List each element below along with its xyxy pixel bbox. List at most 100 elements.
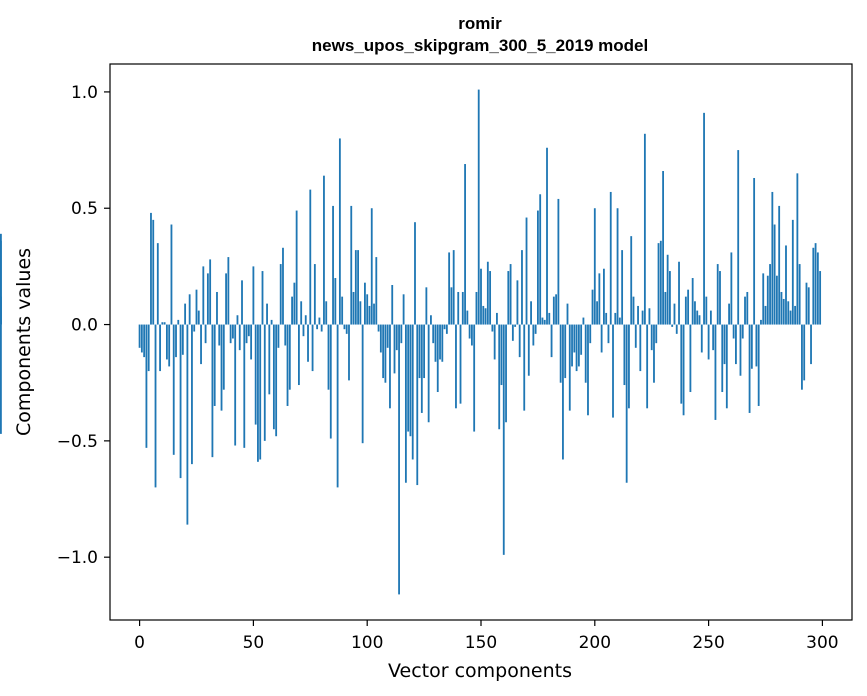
y-axis: −1.0 −0.5 0.0 0.5 1.0 [57,83,110,568]
bar [814,243,817,325]
bar [648,308,651,325]
bar [393,324,396,374]
bar [202,266,205,325]
bar [332,205,334,325]
bar [291,296,293,325]
bar [805,282,808,325]
bar [177,319,180,325]
bar [172,324,175,455]
bar [787,301,790,325]
bar [138,324,141,348]
x-axis-label: Vector components [388,660,572,682]
bar [516,280,519,325]
bar [165,324,168,360]
bar [568,324,571,411]
bar [348,324,350,381]
bar [227,257,230,325]
bar [771,191,774,325]
bar [204,324,207,344]
bar [482,305,485,325]
bar [473,324,476,432]
bar [455,324,457,409]
bar [216,291,218,325]
bar [536,210,539,325]
bar [154,324,157,488]
bar [618,317,621,325]
bar [197,310,200,325]
bar [179,324,182,479]
bar [744,296,746,325]
bar [156,243,159,325]
bar [152,219,155,325]
bar [732,324,735,339]
bar [181,324,184,355]
bar [316,324,319,330]
bar [714,324,717,420]
bar [523,324,526,411]
bar [407,324,410,432]
bar [366,294,369,325]
bar [147,324,150,372]
bar [746,291,749,325]
bar [703,112,705,325]
bar [514,324,517,327]
bar [632,296,635,325]
bar [268,324,271,395]
bar [434,324,437,362]
bar [532,324,535,346]
bar [382,324,385,379]
bar [234,324,237,446]
bar [669,271,671,325]
bar [236,315,239,325]
x-tick-label: 0 [134,633,145,653]
bar [741,324,744,339]
bar [748,324,751,413]
bar [500,324,503,386]
bar [254,324,257,425]
bar [801,324,803,390]
bar [564,324,567,379]
bar [575,324,578,372]
bar [719,271,721,325]
bar [168,324,171,367]
bar [721,324,724,393]
bar [505,324,507,423]
bar [386,324,389,348]
bar [284,324,287,346]
bar [195,289,198,325]
bar [379,324,382,353]
bar [425,287,428,325]
bar [261,271,264,325]
bar [562,324,564,460]
bar [502,324,505,555]
bar [673,303,676,325]
bar [0,324,2,434]
bar [163,322,166,325]
bar [780,291,783,325]
bar [664,291,667,325]
bar [209,259,212,325]
bar [571,324,573,367]
bar [427,324,430,423]
bar [459,324,462,404]
bar [325,301,328,325]
bar [773,224,776,325]
bar [653,324,655,383]
bar [769,264,771,325]
bar [414,222,416,325]
bar [766,275,769,325]
bar [803,324,806,381]
bar [439,324,441,360]
bar [245,324,248,344]
bar [279,264,282,325]
bar [298,324,300,386]
bar [259,324,262,460]
bar [432,324,435,344]
bar [566,303,569,325]
bar [591,289,594,325]
bar [737,150,740,325]
bar [716,264,719,325]
bar [630,236,633,325]
bar [782,298,785,325]
